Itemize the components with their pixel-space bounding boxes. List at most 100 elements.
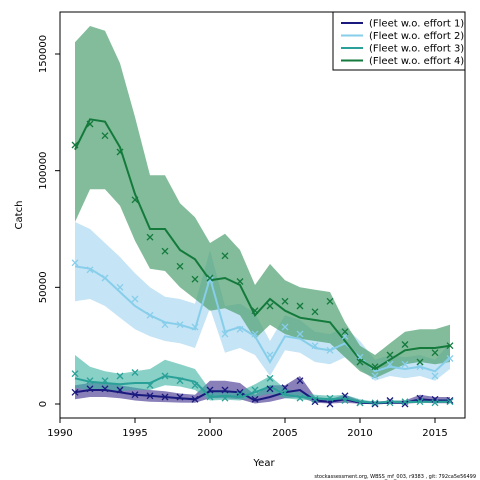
x-axis: 1990 1995 2000 2005 2010 2015 <box>47 418 448 439</box>
observed-point-2 <box>386 360 394 368</box>
observed-point-3 <box>356 399 364 407</box>
observed-point-3 <box>446 398 454 406</box>
observed-point-2 <box>446 355 454 362</box>
observed-point-1 <box>146 392 154 400</box>
observed-point-1 <box>191 395 199 403</box>
observed-point-4 <box>371 363 379 371</box>
observed-point-3 <box>371 399 379 407</box>
confidence-band-3 <box>75 355 450 404</box>
x-tick-label: 2000 <box>197 428 222 439</box>
observed-point-3 <box>221 394 229 402</box>
observed-point-1 <box>266 385 274 393</box>
observed-point-1 <box>101 385 109 393</box>
observed-point-1 <box>251 395 259 403</box>
observed-point-1 <box>116 386 124 394</box>
legend-label: (Fleet w.o. effort 1) <box>369 19 464 30</box>
observed-point-3 <box>116 372 124 380</box>
legend-label: (Fleet w.o. effort 2) <box>369 31 464 42</box>
observed-point-2 <box>221 330 229 338</box>
observed-point-2 <box>116 283 124 291</box>
observed-point-2 <box>176 321 184 329</box>
observed-point-3 <box>326 394 334 402</box>
observed-point-2 <box>296 330 304 338</box>
observed-point-3 <box>266 374 274 382</box>
observed-point-3 <box>386 399 394 407</box>
observed-point-1 <box>326 400 334 408</box>
observed-point-4 <box>116 148 124 156</box>
observed-point-4 <box>281 297 289 305</box>
observed-point-4 <box>356 358 364 366</box>
x-tick-label: 2010 <box>347 428 372 439</box>
observed-point-2 <box>191 323 199 331</box>
observed-point-1 <box>386 397 394 404</box>
observed-point-4 <box>191 275 199 283</box>
y-axis-title: Catch <box>14 201 25 230</box>
observed-point-3 <box>341 397 349 404</box>
observed-point-1 <box>401 400 409 408</box>
observed-point-1 <box>131 391 139 399</box>
observed-point-4 <box>146 233 154 241</box>
legend-entry-2: (Fleet w.o. effort 2) <box>341 31 464 42</box>
y-axis: 0 50000 100000 150000 <box>38 35 60 407</box>
observed-point-2 <box>101 274 109 282</box>
observed-point-4 <box>176 262 184 270</box>
observed-point-2 <box>206 276 214 284</box>
y-tick-label: 100000 <box>38 152 49 190</box>
observed-point-4 <box>311 308 319 316</box>
observed-point-4 <box>71 141 79 149</box>
observed-point-1 <box>71 388 79 396</box>
observed-point-2 <box>161 321 169 329</box>
observed-point-2 <box>251 330 259 338</box>
observed-point-1 <box>221 386 229 394</box>
observed-point-3 <box>131 369 139 376</box>
observed-point-4 <box>206 274 214 282</box>
observed-point-3 <box>71 370 79 378</box>
observed-point-4 <box>266 302 274 310</box>
x-tick-label: 1995 <box>122 428 147 439</box>
observed-point-3 <box>146 381 154 389</box>
observed-point-3 <box>206 393 214 401</box>
x-axis-title: Year <box>252 458 275 469</box>
observed-point-3 <box>281 388 289 396</box>
observed-point-4 <box>401 341 409 348</box>
legend-entry-3: (Fleet w.o. effort 3) <box>341 44 464 55</box>
observed-point-4 <box>101 132 109 140</box>
x-tick-label: 2005 <box>272 428 297 439</box>
observed-point-2 <box>86 266 94 274</box>
y-tick-label: 50000 <box>38 271 49 303</box>
observed-point-3 <box>191 381 199 389</box>
observed-point-3 <box>161 372 169 380</box>
observed-point-1 <box>161 393 169 401</box>
observed-point-4 <box>221 252 229 260</box>
observed-point-3 <box>401 398 409 406</box>
observed-point-3 <box>431 399 439 407</box>
observed-point-1 <box>206 386 214 394</box>
observed-point-2 <box>371 372 379 380</box>
observed-point-4 <box>236 278 244 285</box>
observed-point-2 <box>236 325 244 333</box>
observed-point-2 <box>131 295 139 303</box>
observed-point-1 <box>176 393 184 401</box>
observed-point-4 <box>386 351 394 359</box>
observed-point-3 <box>101 377 109 385</box>
y-tick-label: 0 <box>38 401 49 407</box>
observed-point-4 <box>446 342 454 350</box>
legend-label: (Fleet w.o. effort 4) <box>369 56 464 67</box>
legend-label: (Fleet w.o. effort 3) <box>369 44 464 55</box>
observed-point-3 <box>296 394 304 402</box>
observed-point-1 <box>311 398 319 406</box>
observed-point-3 <box>176 377 184 385</box>
observed-point-4 <box>296 302 304 310</box>
observed-point-2 <box>281 323 289 331</box>
y-tick-label: 150000 <box>38 35 49 73</box>
observed-point-1 <box>236 388 244 396</box>
observed-point-4 <box>251 307 259 315</box>
observed-point-2 <box>401 360 409 368</box>
observed-point-4 <box>326 297 334 305</box>
observed-point-3 <box>311 395 319 403</box>
observed-point-4 <box>416 358 424 366</box>
x-tick-label: 1990 <box>47 428 72 439</box>
observed-point-4 <box>431 349 439 357</box>
legend: (Fleet w.o. effort 1)(Fleet w.o. effort … <box>332 11 466 71</box>
